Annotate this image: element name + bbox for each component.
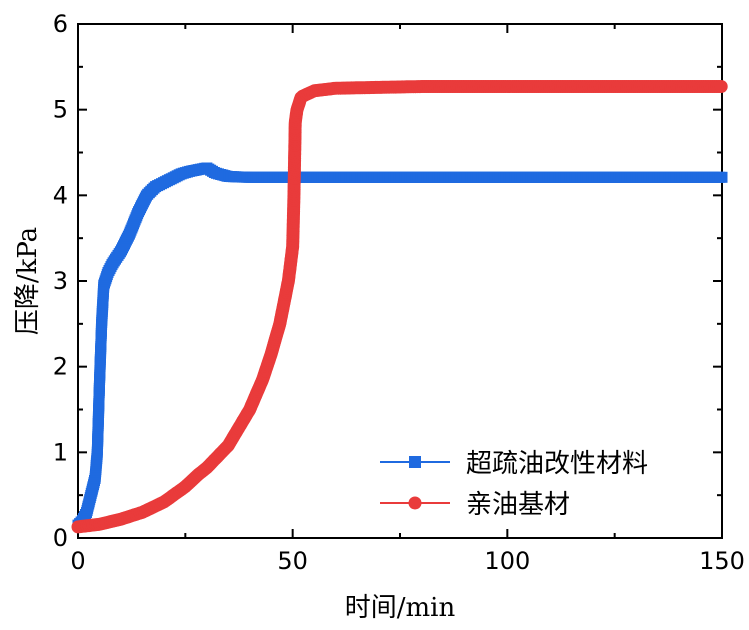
legend: 超疏油改性材料 亲油基材 <box>380 449 648 520</box>
y-tick-label: 2 <box>53 353 68 381</box>
y-tick-label: 0 <box>53 524 68 552</box>
legend-marker-series-1 <box>409 456 421 468</box>
tick-labels: 0 50 100 150 0 1 2 3 4 5 6 <box>53 10 745 575</box>
series-layer <box>71 80 728 534</box>
data-point <box>714 80 728 93</box>
y-tick-label: 4 <box>53 181 68 209</box>
y-tick-label: 3 <box>53 267 68 295</box>
x-axis-title: 时间/min <box>345 593 456 623</box>
y-tick-label: 1 <box>53 438 68 466</box>
data-point <box>716 171 728 183</box>
x-tick-label: 150 <box>699 547 745 575</box>
y-tick-label: 5 <box>53 96 68 124</box>
series-2 <box>71 80 728 534</box>
y-tick-label: 6 <box>53 10 68 38</box>
legend-label-series-2: 亲油基材 <box>466 490 570 520</box>
x-tick-label: 0 <box>70 547 85 575</box>
y-axis-title: 压降/kPa <box>13 227 43 335</box>
x-tick-label: 50 <box>277 547 308 575</box>
legend-label-series-1: 超疏油改性材料 <box>466 449 648 479</box>
legend-marker-series-2 <box>408 496 422 510</box>
x-tick-label: 100 <box>484 547 530 575</box>
ticks <box>77 23 723 539</box>
